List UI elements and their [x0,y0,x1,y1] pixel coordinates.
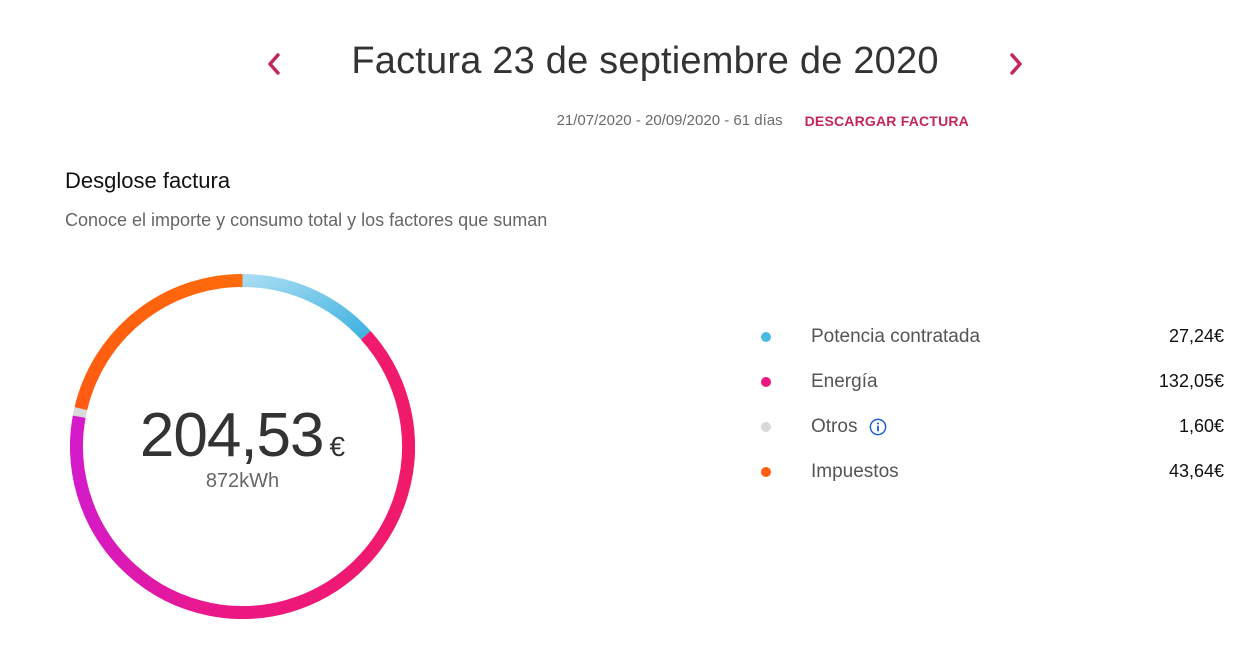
invoice-title: Factura 23 de septiembre de 2020 [351,40,939,82]
segment-impuestos [74,274,243,411]
legend-value: 43,64€ [1168,461,1224,481]
legend-item-impuestos: Impuestos 43,64€ [758,449,1228,494]
chevron-right-icon [1010,53,1022,75]
legend-item-potencia: Potencia contratada 27,24€ [758,314,1228,359]
segment-potencia [242,274,371,340]
segment-otros [72,407,88,418]
total-amount: 204,53 [139,401,325,470]
donut-chart [70,274,415,619]
total-consumption: 872kWh [205,470,280,492]
download-invoice-link[interactable]: DESCARGAR FACTURA [804,112,969,129]
legend-label-with-info: Otros [811,416,887,438]
total-amount-display: 204,53 € [70,400,415,471]
legend-value: 27,24€ [1168,326,1224,346]
info-icon[interactable] [869,418,887,436]
legend-value: 132,05€ [1158,371,1224,391]
legend-value: 1,60€ [1178,416,1224,436]
potencia-color-dot [761,331,771,342]
legend-item-otros: Otros 1,60€ [758,404,1228,449]
billing-period: 21/07/2020 - 20/09/2020 - 61 días [556,112,783,129]
next-invoice-button[interactable] [996,44,1036,84]
legend-label: Impuestos [811,460,899,482]
chevron-left-icon [268,53,280,75]
legend-item-energia: Energía 132,05€ [758,359,1228,404]
energia-color-dot [761,376,771,387]
otros-color-dot [761,421,771,432]
breakdown-legend: Potencia contratada 27,24€ Energía 132,0… [758,314,1228,494]
section-title: Desglose factura [65,168,231,193]
invoice-breakdown-chart: 204,53 € 872kWh [70,274,415,619]
legend-label: Energía [811,370,878,392]
invoice-meta: 21/07/2020 - 20/09/2020 - 61 días DESCAR… [557,112,969,129]
section-subtitle: Conoce el importe y consumo total y los … [65,210,548,230]
legend-label: Potencia contratada [811,325,981,347]
previous-invoice-button[interactable] [254,44,294,84]
impuestos-color-dot [761,466,771,477]
currency-symbol: € [329,431,346,462]
segment-energia [70,330,415,619]
legend-label: Otros [811,415,858,437]
